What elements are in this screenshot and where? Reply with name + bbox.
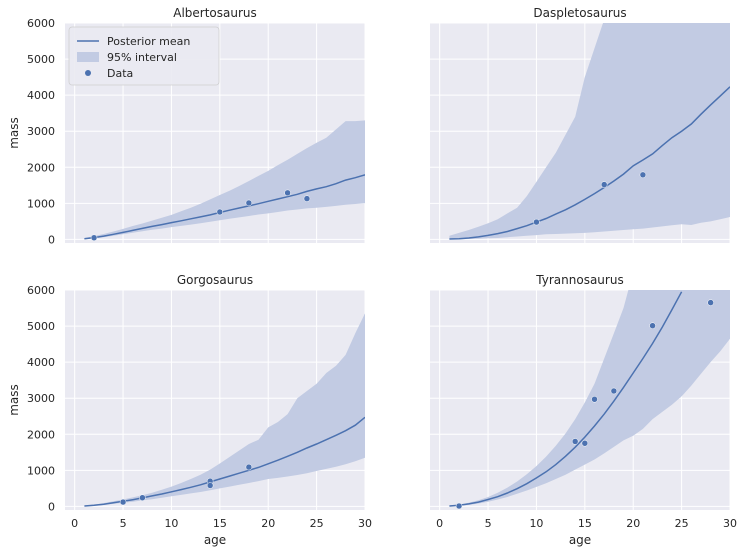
x-tick-label: 30 xyxy=(723,517,737,530)
legend-band-swatch xyxy=(77,52,99,62)
data-point xyxy=(455,502,463,510)
data-point xyxy=(245,463,253,471)
y-tick-label: 6000 xyxy=(27,17,55,30)
data-point xyxy=(649,322,656,329)
y-axis-label: mass xyxy=(7,384,21,416)
x-tick-label: 10 xyxy=(164,517,178,530)
x-axis-label: age xyxy=(204,533,226,547)
x-tick-label: 15 xyxy=(213,517,227,530)
data-point xyxy=(139,494,146,501)
y-tick-label: 0 xyxy=(48,500,55,513)
data-point xyxy=(639,171,647,179)
legend-entry-2: 95% interval xyxy=(107,51,177,64)
mean-line xyxy=(449,291,683,507)
x-axis-label: age xyxy=(569,533,591,547)
y-tick-label: 2000 xyxy=(27,428,55,441)
data-point xyxy=(303,195,311,202)
legend-data-swatch xyxy=(85,70,91,76)
plot-area xyxy=(84,313,365,507)
x-tick-label: 0 xyxy=(71,517,78,530)
x-tick-label: 25 xyxy=(675,517,689,530)
data-point xyxy=(284,189,291,197)
x-tick-label: 25 xyxy=(310,517,324,530)
legend: Posterior mean 95% interval Data xyxy=(68,26,220,86)
subplot-title: Tyrannosaurus xyxy=(535,273,623,287)
mean-line xyxy=(449,86,730,240)
data-point xyxy=(707,299,714,306)
y-tick-label: 5000 xyxy=(27,320,55,333)
x-tick-label: 5 xyxy=(485,517,492,530)
data-point xyxy=(90,234,98,242)
x-tick-label: 10 xyxy=(529,517,543,530)
data-point xyxy=(581,440,589,447)
y-tick-label: 6000 xyxy=(27,284,55,297)
subplot-4: 0 5 10 15 20 25 30 Tyrannosaurus age xyxy=(430,273,737,547)
y-tick-label: 1000 xyxy=(27,464,55,477)
legend-box xyxy=(68,26,220,86)
y-tick-label: 3000 xyxy=(27,392,55,405)
data-point xyxy=(591,396,598,403)
x-tick-label: 20 xyxy=(626,517,640,530)
data-point xyxy=(206,482,214,489)
x-tick-label: 30 xyxy=(358,517,372,530)
plot-area xyxy=(84,120,365,242)
plot-area xyxy=(449,290,730,510)
data-point xyxy=(245,199,253,207)
interval-band xyxy=(84,120,365,239)
interval-band xyxy=(449,23,730,240)
y-tick-label: 2000 xyxy=(27,161,55,174)
y-tick-label: 1000 xyxy=(27,197,55,210)
y-tick-label: 5000 xyxy=(27,53,55,66)
plot-area xyxy=(449,23,730,240)
interval-band xyxy=(449,290,730,507)
legend-entry-3: Data xyxy=(107,67,133,80)
x-tick-label: 0 xyxy=(436,517,443,530)
mean-line xyxy=(84,174,365,240)
subplot-3: 0 5 10 15 20 25 30 0 1000 2000 3000 4000 5000 6000 Gor… xyxy=(7,273,372,547)
data-point xyxy=(119,498,127,506)
subplot-2: Daspletosaurus xyxy=(430,6,731,243)
x-tick-label: 5 xyxy=(120,517,127,530)
mean-line xyxy=(84,416,365,507)
y-tick-label: 3000 xyxy=(27,125,55,138)
y-tick-label: 0 xyxy=(48,233,55,246)
y-tick-label: 4000 xyxy=(27,356,55,369)
data-point xyxy=(600,181,608,188)
subplot-title: Albertosaurus xyxy=(173,6,257,20)
data-point xyxy=(216,208,224,216)
data-point xyxy=(571,438,579,445)
x-tick-label: 20 xyxy=(261,517,275,530)
subplot-title: Gorgosaurus xyxy=(177,273,253,287)
data-point xyxy=(610,387,618,395)
interval-band xyxy=(84,313,365,507)
subplot-1: 0 1000 2000 3000 4000 5000 6000 Albertosaurus ma… xyxy=(7,6,366,246)
y-axis-label: mass xyxy=(7,117,21,149)
subplot-title: Daspletosaurus xyxy=(533,6,626,20)
legend-entry-1: Posterior mean xyxy=(107,35,190,48)
y-tick-label: 4000 xyxy=(27,89,55,102)
x-tick-label: 15 xyxy=(578,517,592,530)
data-point xyxy=(533,218,540,226)
